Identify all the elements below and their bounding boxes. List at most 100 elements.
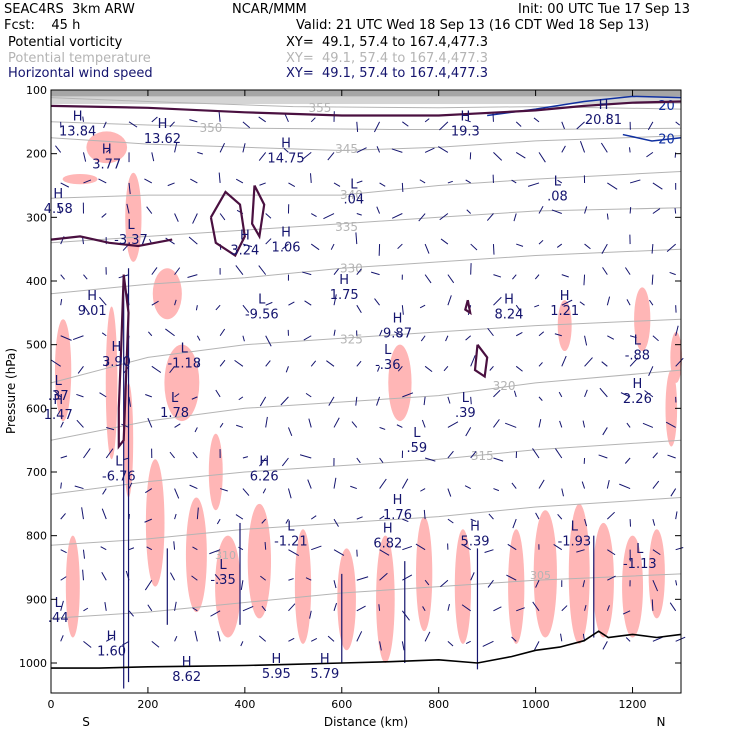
wind-arrow [192,607,198,612]
wind-arrow [356,304,362,313]
wind-arrow [555,448,563,459]
wind-arrow [288,637,295,642]
wind-arrow [516,243,524,247]
wind-arrow [669,602,677,612]
wind-arrow [236,424,244,428]
pv-fill-blob [557,300,572,352]
pv-extremum-letter: H [560,289,570,304]
wind-arrow [151,267,158,275]
wind-arrow [538,362,543,367]
wind-arrow [558,391,563,398]
wind-arrow [447,421,459,428]
wind-arrow [465,640,471,644]
wind-arrow [287,488,292,499]
wind-arrow [60,482,62,489]
wind-arrow [379,329,383,336]
wind-arrow [465,427,472,437]
wind-arrow [167,182,175,187]
wind-arrow [582,420,586,428]
wind-arrow [151,152,155,162]
wind-arrow [128,547,135,551]
wind-arrow [424,365,433,373]
wind-arrow [402,545,413,551]
wind-arrow [305,577,312,581]
wind-arrow [378,604,381,611]
wind-arrow [128,610,134,617]
pv-extremum-letter: L [55,374,63,389]
wind-arrow [515,304,521,312]
wind-arrow [285,518,289,524]
wind-arrow [576,121,585,130]
wind-arrow [465,335,472,341]
wind-arrow [470,396,472,405]
wind-arrow [652,452,658,459]
theta-isentrope-340 [50,171,682,199]
pv-extremum-value: 5.79 [310,667,339,682]
wind-arrow [216,518,221,525]
x-tick-label: 1000 [522,698,550,711]
pv-contour [464,299,472,316]
wind-arrow [101,571,107,581]
wind-arrow [606,113,609,122]
wind-arrow [323,213,335,220]
wind-arrow [333,549,345,556]
wind-arrow [675,511,678,520]
wind-arrow [652,208,661,214]
field-theta-name: Potential temperature [8,51,151,66]
wind-arrow [470,572,475,581]
wind-arrow [99,296,107,306]
wind-arrow [302,152,312,160]
pv-extremum-value: 8.24 [494,307,523,322]
wind-arrow [60,635,64,642]
wind-arrow [470,355,476,367]
wind-arrow [82,152,87,162]
pv-fill-blob [145,459,165,587]
wind-arrow [602,641,608,650]
wind-arrow [538,479,545,489]
pv-fill-blob [670,331,682,383]
wind-arrow [356,516,363,520]
pv-fill-blob [337,548,356,651]
pv-extremum-letter: H [53,187,63,202]
wind-arrow [619,483,631,490]
wind-arrow [326,360,335,367]
wind-arrow [665,421,676,428]
wind-arrow [581,481,586,489]
pv-extremum-letter: L [634,334,642,349]
wind-arrow [675,636,686,642]
pv-extremum-value: 1.60 [97,645,126,660]
wind-arrow [189,484,198,490]
pv-extremum-letter: L [636,542,644,557]
wind-arrow [607,549,616,556]
theta-label-330: 330 [340,261,363,275]
wind-arrow [101,508,107,520]
wind-arrow [192,546,198,551]
pv-extremum-value: 14.75 [267,151,304,166]
header-init: Init: 00 UTC Tue 17 Sep 13 [518,2,691,17]
wind-arrow [538,419,542,428]
pv-extremum-value: -1.18 [167,356,201,371]
wind-arrow [561,299,573,306]
y-tick-label: 300 [26,211,47,224]
wind-arrow [169,366,175,374]
pv-fill-blob [376,535,395,663]
wind-arrow [538,239,544,245]
wind-arrow [622,610,631,615]
wind-arrow [265,335,272,347]
pv-extremum-letter: H [87,289,97,304]
wind-arrow [648,366,654,377]
pv-contour [209,190,246,258]
theta-label-345: 345 [335,142,358,156]
wind-arrow [144,579,153,591]
pv-extremum-value: 19.3 [451,125,480,140]
pv-fill-blob [247,503,272,619]
wind-arrow [461,604,471,612]
wind-arrow [188,236,198,245]
wind-arrow [146,206,153,214]
wind-arrow [561,488,564,497]
wind-arrow [647,121,654,131]
pv-extremum-letter: H [281,136,291,151]
wind-arrow [488,513,494,520]
wind-arrow [104,602,107,611]
wind-arrow [82,549,86,559]
